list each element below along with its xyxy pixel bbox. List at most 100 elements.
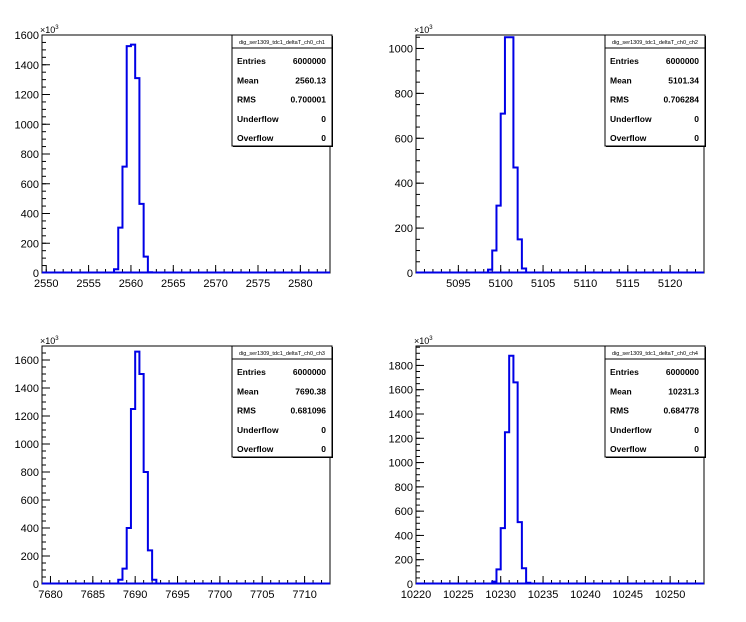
x-tick-label: 5105 [531,278,555,290]
y-tick-label: 600 [395,133,413,145]
x-tick-label: 5100 [488,278,512,290]
y-tick-label: 1000 [389,43,413,55]
y-tick-label: 1000 [15,439,39,451]
y-tick-label: 800 [395,88,413,100]
stats-box: dig_ser1309_tdc1_deltaT_ch0_ch1 Entries 60… [231,34,333,147]
stats-value-mean: 7690.38 [295,386,326,396]
y-tick-label: 0 [407,579,413,591]
x-tick-label: 2580 [288,278,312,290]
stats-value-rms: 0.681096 [291,406,327,416]
y-multiplier-base: ×10 [40,336,55,346]
histogram-title: dig_ser1309_tdc1_deltaT_ch0_ch1 [239,40,325,46]
x-tick-label: 2575 [246,278,270,290]
y-tick-label: 1600 [15,355,39,367]
y-tick-label: 400 [395,178,413,190]
histogram-series [117,350,158,584]
stats-value-rms: 0.706284 [664,95,700,105]
y-tick-label: 800 [21,149,39,161]
stats-key-entries: Entries [610,56,639,66]
y-tick-label: 1200 [15,411,39,423]
y-tick-label: 400 [21,523,39,535]
stats-box: dig_ser1309_tdc1_deltaT_ch0_ch3 Entries 60… [231,345,333,458]
histogram-series [113,43,154,274]
stats-key-mean: Mean [610,386,632,396]
stats-key-entries: Entries [610,367,639,377]
histogram-series [487,36,532,274]
y-tick-label: 0 [33,268,39,280]
y-tick-label: 1000 [389,458,413,470]
x-tick-label: 7700 [208,589,232,601]
stats-box-frame [604,34,706,147]
x-tick-label: 10235 [528,589,559,601]
stats-key-entries: Entries [237,56,266,66]
stats-key-mean: Mean [237,75,259,85]
y-tick-label: 200 [21,238,39,250]
y-tick-label: 1200 [389,433,413,445]
y-multiplier-exponent: 3 [429,25,433,31]
stats-key-rms: RMS [237,95,256,105]
x-tick-label: 7685 [81,589,105,601]
histogram-pad-3: 0 200 400 600 800 1000 1200 1400 1600 7680 7685 769… [15,336,333,601]
histogram-pad-2: 0 200 400 600 800 1000 5095 5100 5105 5110 5115 512… [389,25,706,290]
y-tick-label: 800 [395,482,413,494]
y-tick-label: 400 [395,530,413,542]
y-tick-label: 200 [395,555,413,567]
x-tick-label: 5095 [446,278,470,290]
histogram-pad-4: 0 200 400 600 800 1000 1200 1400 1600 1800 10220 10… [389,336,706,601]
stats-value-underflow: 0 [321,114,326,124]
x-tick-label: 2560 [119,278,143,290]
histogram-title: dig_ser1309_tdc1_deltaT_ch0_ch4 [612,351,698,357]
x-tick-label: 7680 [38,589,62,601]
stats-box: dig_ser1309_tdc1_deltaT_ch0_ch4 Entries 60… [604,345,706,458]
y-multiplier-base: ×10 [40,25,55,35]
stats-key-rms: RMS [610,95,629,105]
stats-value-underflow: 0 [694,114,699,124]
stats-box-frame [604,345,706,458]
stats-key-rms: RMS [610,406,629,416]
y-tick-label: 1200 [15,90,39,102]
histogram-title: dig_ser1309_tdc1_deltaT_ch0_ch2 [612,40,698,46]
x-tick-label: 5110 [574,278,598,290]
y-multiplier-exponent: 3 [55,336,59,342]
y-tick-label: 0 [33,579,39,591]
y-multiplier-exponent: 3 [429,336,433,342]
stats-value-overflow: 0 [694,444,699,454]
stats-key-overflow: Overflow [237,444,274,454]
y-tick-label: 600 [395,506,413,518]
stats-key-entries: Entries [237,367,266,377]
stats-box-frame [231,345,333,458]
x-tick-label: 7695 [165,589,189,601]
stats-key-underflow: Underflow [237,114,279,124]
y-multiplier: ×103 [414,336,433,346]
y-tick-label: 600 [21,495,39,507]
y-multiplier-exponent: 3 [55,25,59,31]
x-tick-label: 10230 [485,589,516,601]
histogram-title: dig_ser1309_tdc1_deltaT_ch0_ch3 [239,351,325,357]
y-tick-label: 1400 [15,383,39,395]
stats-value-overflow: 0 [321,444,326,454]
stats-key-underflow: Underflow [610,425,652,435]
y-tick-label: 800 [21,467,39,479]
y-tick-label: 1600 [389,385,413,397]
stats-key-overflow: Overflow [237,133,274,143]
stats-value-rms: 0.684778 [664,406,700,416]
y-tick-label: 200 [395,223,413,235]
x-tick-label: 2565 [161,278,185,290]
y-tick-label: 1600 [15,30,39,42]
x-tick-label: 10250 [655,589,686,601]
stats-value-rms: 0.700001 [291,95,327,105]
y-multiplier-base: ×10 [414,336,429,346]
stats-value-underflow: 0 [694,425,699,435]
y-multiplier: ×103 [40,336,59,346]
x-tick-label: 2570 [203,278,227,290]
y-tick-label: 1400 [389,409,413,421]
y-tick-label: 1800 [389,360,413,372]
y-tick-label: 600 [21,179,39,191]
y-tick-label: 400 [21,209,39,221]
x-tick-label: 2555 [76,278,100,290]
x-tick-label: 7710 [292,589,316,601]
x-tick-label: 10245 [612,589,643,601]
x-tick-label: 5115 [616,278,640,290]
stats-key-rms: RMS [237,406,256,416]
stats-key-mean: Mean [610,75,632,85]
